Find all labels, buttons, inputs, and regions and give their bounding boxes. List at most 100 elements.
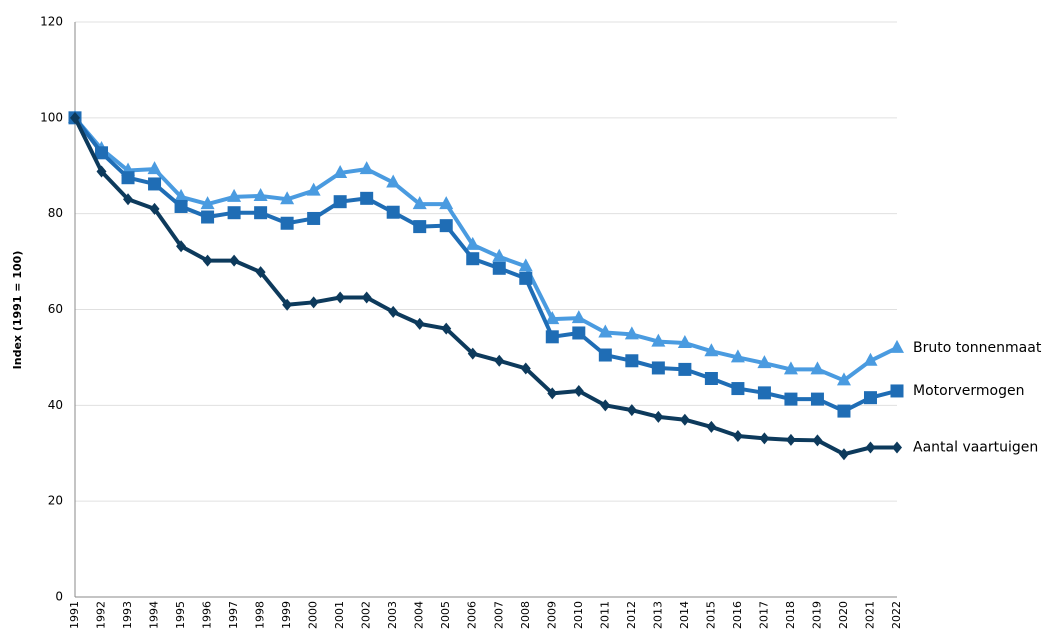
- marker: [176, 240, 187, 253]
- y-tick-label: 100: [40, 110, 63, 124]
- line: [73, 116, 897, 457]
- y-tick-label: 60: [48, 302, 63, 316]
- marker: [679, 413, 690, 426]
- marker: [757, 355, 772, 369]
- marker: [414, 317, 425, 330]
- x-tick-label: 1999: [280, 601, 293, 629]
- marker: [519, 271, 533, 285]
- marker: [388, 305, 399, 318]
- marker: [70, 111, 80, 124]
- marker: [783, 361, 798, 375]
- marker: [785, 433, 796, 446]
- series-label: Aantal vaartuigen: [913, 440, 1038, 456]
- marker: [626, 404, 637, 417]
- marker: [518, 258, 533, 272]
- marker: [147, 161, 162, 175]
- marker: [865, 441, 876, 454]
- marker: [308, 296, 319, 309]
- series-label: Bruto tonnenmaat: [913, 340, 1042, 356]
- marker: [307, 211, 321, 225]
- x-tick-label: 2012: [625, 601, 638, 629]
- marker: [386, 205, 400, 219]
- marker: [201, 210, 215, 224]
- x-tick-label: 2003: [386, 601, 399, 629]
- x-tick-label: 1996: [201, 601, 214, 629]
- marker: [361, 291, 372, 304]
- marker: [571, 310, 586, 324]
- marker: [600, 399, 611, 412]
- marker: [759, 432, 770, 445]
- marker: [598, 324, 613, 338]
- marker: [359, 161, 374, 175]
- marker: [678, 362, 692, 376]
- x-tick-label: 2002: [360, 601, 373, 629]
- marker: [492, 261, 506, 275]
- x-tick-label: 2018: [784, 601, 797, 629]
- x-tick-label: 1997: [227, 601, 240, 629]
- marker: [810, 361, 825, 375]
- x-tick-label: 1993: [121, 601, 134, 629]
- line: [73, 116, 898, 383]
- marker: [121, 171, 135, 185]
- marker: [704, 343, 719, 357]
- x-tick-label: 2020: [837, 601, 850, 629]
- marker: [282, 298, 293, 311]
- x-tick-label: 2016: [731, 601, 744, 629]
- marker: [598, 348, 612, 362]
- marker: [439, 196, 454, 210]
- marker: [572, 326, 586, 340]
- marker: [651, 333, 666, 347]
- marker: [625, 354, 639, 368]
- marker: [837, 404, 851, 418]
- x-tick-label: 2000: [307, 601, 320, 629]
- marker: [439, 219, 453, 233]
- x-tick-label: 1998: [254, 601, 267, 629]
- marker: [467, 347, 478, 360]
- marker: [706, 420, 717, 433]
- y-tick-label: 80: [48, 206, 63, 220]
- marker: [653, 410, 664, 423]
- x-tick-label: 2014: [678, 601, 691, 629]
- x-tick-label: 2015: [704, 601, 717, 629]
- marker: [732, 430, 743, 442]
- marker: [838, 448, 849, 461]
- x-tick-label: 2001: [333, 601, 346, 629]
- marker: [333, 164, 348, 178]
- marker: [253, 187, 268, 201]
- y-tick-label: 40: [48, 398, 63, 412]
- marker: [466, 252, 480, 266]
- x-tick-label: 1991: [68, 601, 81, 629]
- x-tick-label: 2010: [572, 601, 585, 629]
- marker: [492, 248, 507, 262]
- marker: [280, 191, 295, 205]
- marker: [784, 392, 798, 406]
- x-tick-label: 2007: [492, 601, 505, 629]
- marker: [386, 174, 401, 188]
- marker: [255, 266, 266, 279]
- marker: [494, 354, 505, 367]
- marker: [892, 441, 902, 454]
- x-tick-label: 2021: [863, 601, 876, 629]
- marker: [229, 254, 240, 267]
- marker: [227, 188, 242, 202]
- x-tick-label: 2005: [439, 601, 452, 629]
- marker: [704, 372, 718, 385]
- marker: [810, 392, 824, 406]
- x-tick-label: 2011: [598, 601, 611, 629]
- marker: [360, 191, 374, 205]
- marker: [836, 372, 851, 386]
- marker: [149, 202, 160, 215]
- marker: [863, 391, 877, 405]
- marker: [465, 236, 480, 250]
- marker: [123, 193, 134, 206]
- y-axis-label: Index (1991 = 100): [11, 251, 24, 370]
- marker: [890, 384, 904, 398]
- marker: [202, 254, 213, 267]
- y-tick-label: 120: [40, 15, 63, 29]
- x-tick-label: 2022: [890, 601, 903, 629]
- marker: [863, 352, 878, 366]
- x-tick-label: 1995: [174, 601, 187, 629]
- x-tick-label: 2019: [810, 601, 823, 629]
- marker: [812, 434, 823, 447]
